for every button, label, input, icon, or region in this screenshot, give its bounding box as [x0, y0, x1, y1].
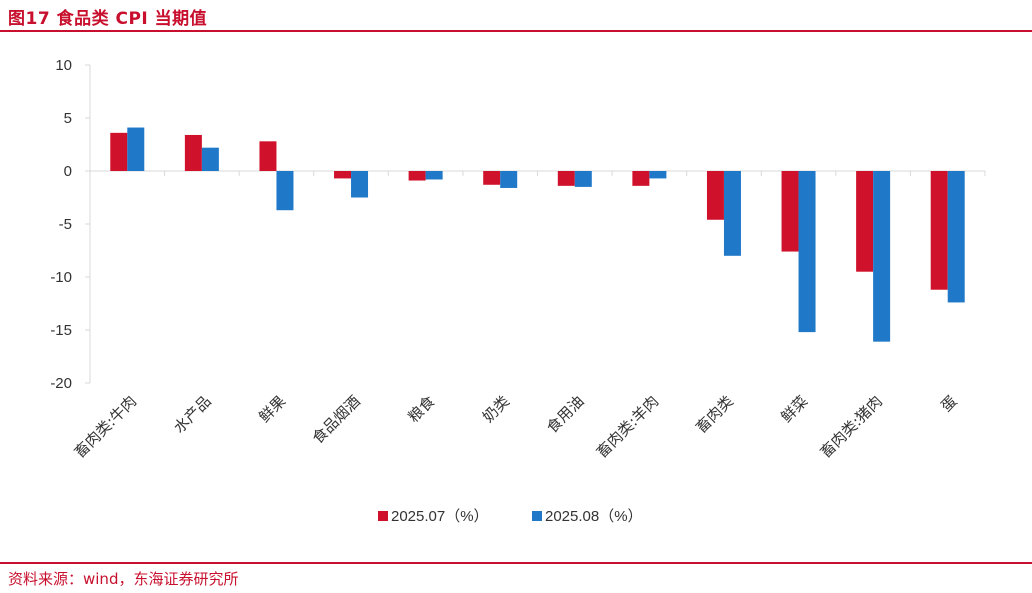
x-category-label: 畜肉类:羊肉 [593, 392, 662, 461]
bar-series-2-3 [351, 171, 369, 198]
bar-series-1-6 [557, 171, 575, 186]
legend-swatch-series-1 [378, 511, 388, 521]
bar-series-1-4 [408, 171, 426, 181]
bar-series-1-7 [632, 171, 650, 186]
legend-label-series-2: 2025.08（%） [545, 508, 643, 525]
bar-series-1-8 [706, 171, 724, 220]
bar-series-1-9 [781, 171, 799, 252]
bar-series-1-11 [930, 171, 948, 290]
title-divider [0, 30, 1032, 32]
x-category-label: 奶类 [479, 392, 513, 426]
x-category-label: 食品烟酒 [309, 392, 364, 447]
y-tick-label: -15 [50, 322, 72, 339]
bar-series-2-10 [873, 171, 891, 342]
bar-series-1-5 [483, 171, 501, 185]
legend-swatch-series-2 [532, 511, 542, 521]
y-tick-label: -10 [50, 269, 72, 286]
bar-series-2-9 [798, 171, 816, 333]
bar-series-1-2 [259, 141, 277, 171]
bar-series-1-1 [184, 134, 202, 171]
bar-series-2-6 [574, 171, 592, 187]
y-tick-label: -5 [59, 216, 72, 233]
bar-series-2-1 [201, 147, 219, 171]
source-note: 资料来源：wind，东海证券研究所 [8, 570, 239, 588]
source-divider [0, 562, 1032, 564]
y-tick-label: 5 [64, 110, 72, 127]
x-category-label: 食用油 [543, 392, 588, 437]
x-category-label: 鲜果 [255, 392, 289, 426]
bar-series-1-0 [110, 132, 128, 171]
bar-series-2-5 [500, 171, 518, 188]
bar-series-2-4 [425, 171, 443, 180]
bar-series-2-0 [127, 127, 145, 171]
y-tick-label: -20 [50, 375, 72, 392]
y-tick-label: 10 [55, 57, 72, 74]
x-category-label: 畜肉类:牛肉 [71, 392, 140, 461]
bar-series-2-7 [649, 171, 667, 179]
figure-title: 图17 食品类 CPI 当期值 [8, 9, 208, 29]
legend-label-series-1: 2025.07（%） [391, 508, 489, 525]
y-tick-label: 0 [64, 163, 72, 180]
x-category-label: 蛋 [937, 392, 960, 415]
bar-series-2-2 [276, 171, 294, 211]
bar-series-2-11 [947, 171, 965, 303]
bar-series-1-3 [334, 171, 352, 179]
bar-series-2-8 [723, 171, 741, 256]
x-category-label: 畜肉类:猪肉 [817, 392, 886, 461]
x-category-label: 粮食 [405, 392, 439, 426]
x-category-label: 鲜菜 [777, 392, 811, 426]
bar-series-1-10 [856, 171, 874, 272]
x-category-label: 畜肉类 [692, 392, 737, 437]
x-category-label: 水产品 [170, 392, 215, 437]
